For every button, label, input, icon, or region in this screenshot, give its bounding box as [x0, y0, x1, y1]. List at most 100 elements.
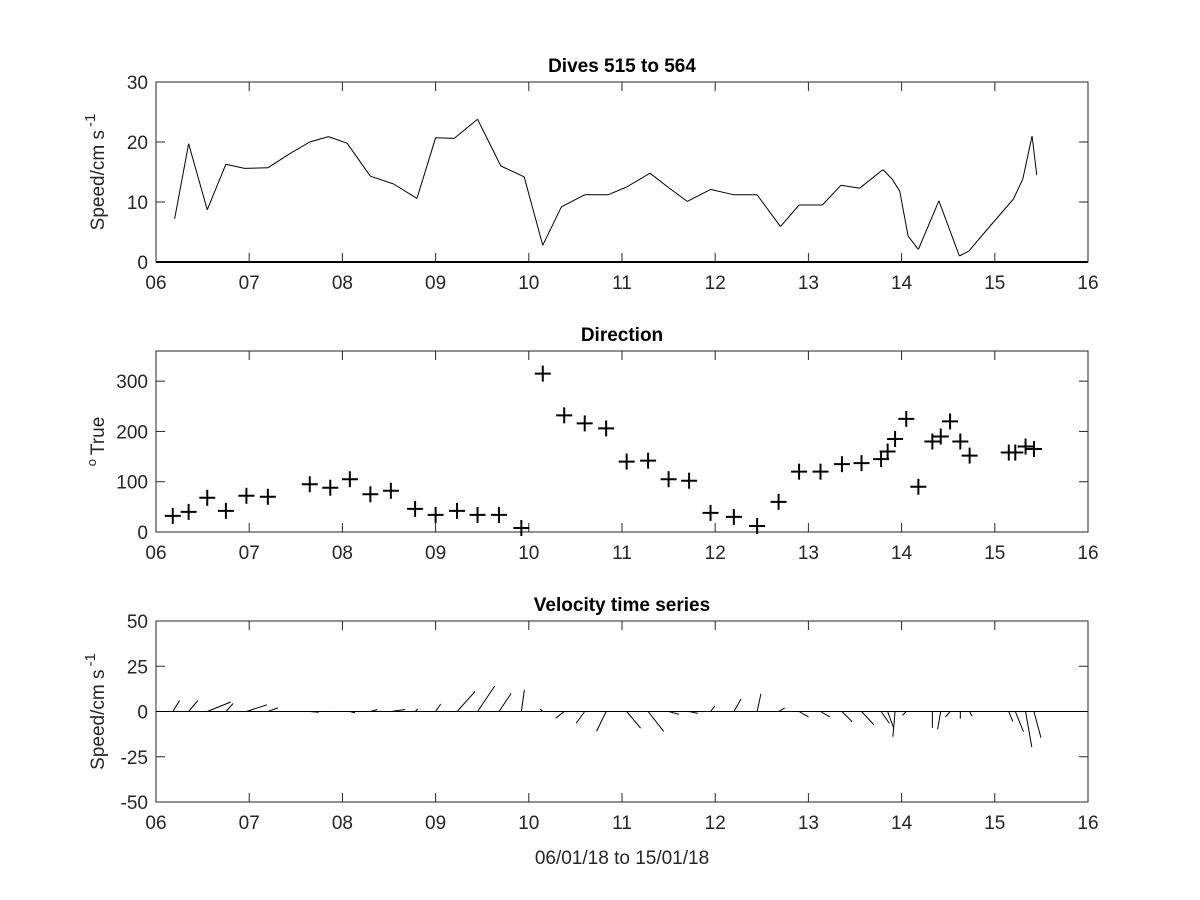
- direction-point: [556, 407, 573, 424]
- x-tick-label: 15: [984, 813, 1005, 834]
- direction-point: [879, 443, 896, 460]
- velocity-stick: [841, 711, 853, 723]
- direction-point: [199, 489, 216, 506]
- direction-point: [618, 453, 635, 470]
- direction-point: [362, 486, 379, 503]
- velocity-stick: [225, 703, 234, 712]
- velocity-stick: [349, 711, 356, 714]
- x-tick-label: 11: [612, 813, 632, 834]
- x-tick-label: 16: [1077, 543, 1098, 564]
- direction-point: [217, 502, 234, 519]
- x-tick-label: 12: [705, 543, 726, 564]
- velocity-stick: [172, 700, 181, 712]
- x-tick-label: 15: [984, 273, 1005, 294]
- velocity-stick: [945, 711, 951, 718]
- velocity-stick: [435, 703, 442, 712]
- y-tick-label: 0: [137, 253, 148, 274]
- x-tick-label: 07: [239, 543, 260, 564]
- speed-line-segment: [523, 176, 544, 246]
- velocity-stick: [626, 711, 642, 729]
- x-tick-label: 06: [145, 813, 166, 834]
- x-tick-label: 09: [425, 543, 446, 564]
- x-tick-label: 08: [332, 813, 353, 834]
- x-tick-label: 07: [239, 273, 260, 294]
- y-axis-label-text: True: [88, 417, 109, 455]
- speed-line-segment: [561, 194, 585, 208]
- velocity-stick: [710, 705, 716, 712]
- speed-line-segment: [882, 169, 893, 180]
- velocity-stick: [207, 701, 231, 712]
- y-axis-label-superscript: -1: [82, 653, 99, 666]
- x-tick-label: 11: [612, 543, 632, 564]
- x-tick-label: 08: [332, 273, 353, 294]
- direction-point: [770, 493, 787, 510]
- direction-panel: Direction 06 07 08 09 10 11 12 13 14 15 16 0 100 200 30…: [84, 325, 1099, 564]
- speed-line-segment: [477, 118, 502, 167]
- direction-point: [322, 479, 339, 496]
- x-tick-label: 06: [145, 273, 166, 294]
- direction-point: [749, 517, 766, 534]
- direction-point: [180, 503, 197, 520]
- direction-point: [812, 463, 829, 480]
- velocity-stick: [370, 709, 378, 712]
- plot-frame: [155, 81, 1089, 263]
- x-tick-label: 16: [1077, 813, 1098, 834]
- speed-line-segment: [938, 200, 960, 257]
- x-tick-label: 10: [518, 543, 539, 564]
- velocity-stick: [820, 711, 831, 718]
- y-tick-label: 25: [127, 657, 148, 678]
- velocity-stick: [477, 685, 496, 712]
- velocity-stick: [798, 711, 809, 718]
- velocity-stick: [456, 690, 476, 712]
- speed-line-segment: [907, 235, 919, 250]
- y-axis-label-superscript: o: [84, 459, 99, 466]
- plot-frame: [155, 350, 1089, 533]
- direction-point: [952, 433, 969, 450]
- x-tick-label: 15: [984, 543, 1005, 564]
- x-tick-label: 11: [612, 273, 632, 294]
- y-axis-label: Speed/cm s -1: [82, 114, 109, 231]
- direction-point: [898, 410, 915, 427]
- x-tick-label: 06: [145, 543, 166, 564]
- speed-line-segment: [859, 169, 884, 189]
- velocity-stick: [892, 711, 896, 737]
- velocity-stick: [246, 704, 268, 712]
- speed-line-segment: [370, 175, 394, 185]
- direction-point: [681, 472, 698, 489]
- x-tick-label: 12: [705, 813, 726, 834]
- velocity-stick: [390, 708, 406, 712]
- direction-point: [640, 452, 657, 469]
- direction-point: [702, 504, 719, 521]
- velocity-stick: [733, 698, 742, 712]
- y-tick-label: -25: [121, 748, 148, 769]
- speed-line-segment: [435, 137, 455, 139]
- x-tick-label: 14: [891, 273, 913, 294]
- velocity-panel: Velocity time series 06 07 08 09 10 11 12 13 14 15…: [82, 595, 1099, 869]
- velocity-stick: [937, 711, 942, 730]
- speed-line-segment: [542, 206, 562, 246]
- speed-line-segment: [1031, 135, 1038, 176]
- velocity-stick: [902, 711, 907, 716]
- x-tick-label: 13: [798, 273, 819, 294]
- velocity-stick: [861, 711, 875, 726]
- y-tick-label: 300: [116, 372, 148, 393]
- chart-title: Dives 515 to 564: [548, 56, 696, 77]
- direction-point: [598, 420, 615, 437]
- direction-point: [660, 471, 677, 488]
- velocity-stick: [596, 711, 607, 732]
- speed-line-segment: [1022, 135, 1033, 180]
- direction-point: [1017, 438, 1034, 455]
- x-tick-label: 09: [425, 273, 446, 294]
- speed-line-segment: [416, 137, 437, 199]
- x-tick-label: 14: [891, 543, 913, 564]
- speed-line-segment: [328, 136, 348, 144]
- direction-point: [1025, 441, 1042, 458]
- direction-point: [449, 502, 466, 519]
- speed-line-segment: [756, 194, 781, 227]
- y-tick-label: 50: [127, 612, 148, 633]
- x-axis-label: 06/01/18 to 15/01/18: [535, 848, 709, 869]
- velocity-stick: [520, 689, 525, 712]
- speed-line-segment: [668, 187, 688, 202]
- y-tick-label: 200: [116, 422, 148, 443]
- speed-line-segment: [453, 118, 478, 139]
